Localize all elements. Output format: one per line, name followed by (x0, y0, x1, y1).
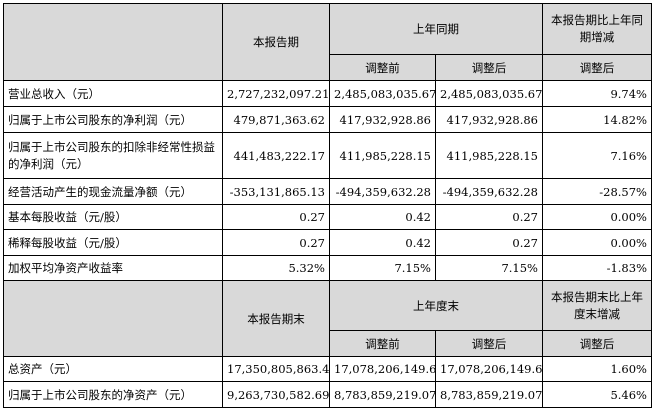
change-value: 14.82% (542, 106, 652, 133)
change-value: 9.74% (542, 80, 652, 107)
after-adjustment-value: 411,985,228.15 (435, 132, 543, 179)
row-label: 营业总收入（元） (3, 80, 223, 107)
change-value: 7.16% (542, 132, 652, 179)
header-row-period: 本报告期 上年同期 本报告期比上年同期增减 (3, 3, 652, 81)
row-label: 基本每股收益（元/股） (3, 204, 223, 230)
change-value: 0.00% (542, 229, 652, 256)
after-adjustment-value: 0.27 (435, 204, 543, 230)
col-header-prior-year-end: 上年度末 (329, 280, 543, 331)
current-value: 5.32% (222, 255, 330, 281)
current-value: 2,727,232,097.21 (222, 80, 330, 107)
before-adjustment-value: 17,078,206,149.68 (329, 356, 436, 382)
table-row: 总资产（元） 17,350,805,863.40 17,078,206,149.… (3, 356, 652, 382)
change-value: -28.57% (542, 178, 652, 205)
current-value: 441,483,222.17 (222, 132, 330, 179)
table-row: 归属于上市公司股东的净利润（元） 479,871,363.62 417,932,… (3, 106, 652, 133)
financial-summary-table: 本报告期 上年同期 本报告期比上年同期增减 调整前 调整后 调整后 营业总收入（… (3, 3, 652, 408)
col-header-change: 本报告期末比上年度末增减 (542, 280, 652, 331)
corner-cell (3, 3, 223, 81)
col-header-change: 本报告期比上年同期增减 (542, 3, 652, 55)
before-adjustment-value: 0.42 (329, 229, 436, 256)
col-header-before-adjustment: 调整前 (329, 54, 436, 81)
change-value: -1.83% (542, 255, 652, 281)
row-label: 总资产（元） (3, 356, 223, 382)
row-label: 归属于上市公司股东的扣除非经常性损益的净利润（元） (3, 132, 223, 179)
row-label: 稀释每股收益（元/股） (3, 229, 223, 256)
after-adjustment-value: 0.27 (435, 229, 543, 256)
after-adjustment-value: 7.15% (435, 255, 543, 281)
header-row-adjustment: 调整前 调整后 调整后 (4, 54, 652, 81)
col-header-change-after-adjustment: 调整后 (542, 54, 652, 81)
header-row-period-end: 本报告期末 上年度末 本报告期末比上年度末增减 (3, 280, 652, 357)
before-adjustment-value: 8,783,859,219.07 (329, 381, 436, 408)
change-value: 1.60% (542, 356, 652, 382)
row-label: 归属于上市公司股东的净资产（元） (3, 381, 223, 408)
table-row: 基本每股收益（元/股） 0.27 0.42 0.27 0.00% (3, 204, 652, 230)
before-adjustment-value: 411,985,228.15 (329, 132, 436, 179)
col-header-prior-period: 上年同期 (329, 3, 543, 55)
before-adjustment-value: 2,485,083,035.67 (329, 80, 436, 107)
before-adjustment-value: 7.15% (329, 255, 436, 281)
col-header-current-period-end: 本报告期末 (222, 280, 330, 357)
current-value: -353,131,865.13 (222, 178, 330, 205)
current-value: 17,350,805,863.40 (222, 356, 330, 382)
table-row: 经营活动产生的现金流量净额（元） -353,131,865.13 -494,35… (3, 178, 652, 205)
col-header-change-after-adjustment: 调整后 (542, 330, 652, 357)
before-adjustment-value: 417,932,928.86 (329, 106, 436, 133)
corner-cell (3, 280, 223, 357)
table-row: 归属于上市公司股东的净资产（元） 9,263,730,582.69 8,783,… (3, 381, 652, 408)
after-adjustment-value: 17,078,206,149.68 (435, 356, 543, 382)
table-row: 营业总收入（元） 2,727,232,097.21 2,485,083,035.… (3, 80, 652, 107)
after-adjustment-value: -494,359,632.28 (435, 178, 543, 205)
col-header-after-adjustment: 调整后 (435, 54, 543, 81)
col-header-current-period: 本报告期 (222, 3, 330, 81)
current-value: 479,871,363.62 (222, 106, 330, 133)
row-label: 归属于上市公司股东的净利润（元） (3, 106, 223, 133)
current-value: 0.27 (222, 204, 330, 230)
after-adjustment-value: 417,932,928.86 (435, 106, 543, 133)
header-row-adjustment: 调整前 调整后 调整后 (4, 330, 652, 357)
row-label: 加权平均净资产收益率 (3, 255, 223, 281)
table-row: 稀释每股收益（元/股） 0.27 0.42 0.27 0.00% (3, 229, 652, 256)
current-value: 9,263,730,582.69 (222, 381, 330, 408)
after-adjustment-value: 2,485,083,035.67 (435, 80, 543, 107)
before-adjustment-value: -494,359,632.28 (329, 178, 436, 205)
before-adjustment-value: 0.42 (329, 204, 436, 230)
row-label: 经营活动产生的现金流量净额（元） (3, 178, 223, 205)
change-value: 0.00% (542, 204, 652, 230)
table-row: 归属于上市公司股东的扣除非经常性损益的净利润（元） 441,483,222.17… (3, 132, 652, 179)
current-value: 0.27 (222, 229, 330, 256)
after-adjustment-value: 8,783,859,219.07 (435, 381, 543, 408)
table-row: 加权平均净资产收益率 5.32% 7.15% 7.15% -1.83% (3, 255, 652, 281)
col-header-before-adjustment: 调整前 (329, 330, 436, 357)
change-value: 5.46% (542, 381, 652, 408)
col-header-after-adjustment: 调整后 (435, 330, 543, 357)
